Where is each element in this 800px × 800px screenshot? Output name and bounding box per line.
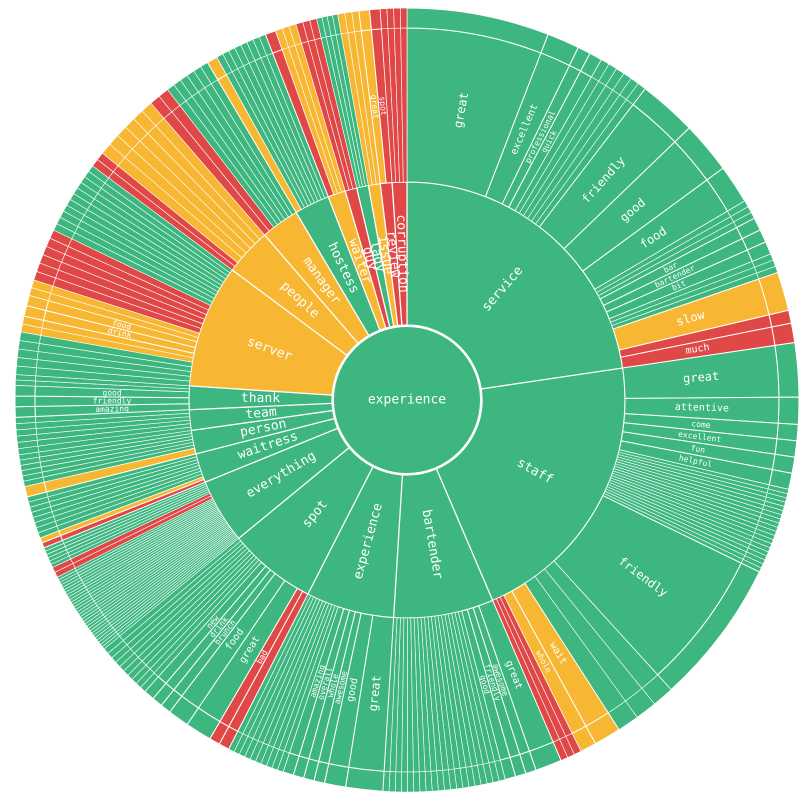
ring3-segment-segment[interactable] xyxy=(394,771,402,793)
ring3-segment-segment[interactable] xyxy=(401,771,408,793)
ring3-segment-great[interactable] xyxy=(774,341,800,398)
ring3-segment-spot[interactable] xyxy=(368,8,383,31)
ring3-segment-amazing[interactable] xyxy=(14,405,36,418)
ring3-segment-segment[interactable] xyxy=(418,771,427,793)
center-disc[interactable] xyxy=(332,325,482,475)
center-label: experience xyxy=(368,393,446,408)
ring3-segment-segment[interactable] xyxy=(399,7,408,29)
arc-layer xyxy=(14,7,800,793)
ring3-segment-great[interactable] xyxy=(344,766,385,792)
ring3-segment-segment[interactable] xyxy=(393,7,401,29)
ring3-segment-attentive[interactable] xyxy=(777,396,800,426)
ring3-segment-much[interactable] xyxy=(771,322,796,347)
ring3-segment-segment[interactable] xyxy=(407,771,415,793)
ring3-segment-good[interactable] xyxy=(14,384,36,397)
ring3-segment-segment[interactable] xyxy=(413,771,421,793)
ring3-segment-come[interactable] xyxy=(776,422,799,442)
ring3-segment-segment[interactable] xyxy=(386,7,395,29)
ring3-segment-friendly[interactable] xyxy=(14,395,36,408)
